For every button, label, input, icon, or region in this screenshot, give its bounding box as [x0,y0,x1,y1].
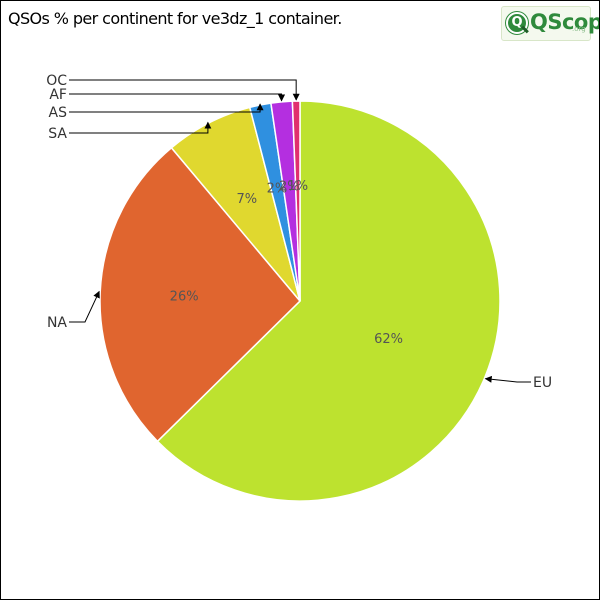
callout-line-na [69,290,100,323]
pct-label-na: 26% [170,289,199,304]
category-label-sa: SA [48,126,67,142]
category-label-eu: EU [533,375,552,391]
logo-text: QScope [530,10,599,34]
callout-line-af [69,93,286,102]
pct-label-sa: 7% [237,192,258,207]
logo-suffix: .org [572,25,586,33]
callout-line-sa [69,121,212,134]
category-label-na: NA [47,315,67,331]
pie-slice-eu [156,100,501,502]
logo-q: Q [511,15,523,30]
category-label-af: AF [49,87,67,103]
chart-title: QSOs % per continent for ve3dz_1 contain… [8,9,342,28]
callout-line-eu [484,375,531,383]
pie-slice-na [99,146,302,443]
pct-label-as: 2% [267,181,288,196]
pct-label-eu: 62% [374,332,403,347]
category-label-as: AS [49,105,68,121]
pct-label-af: 2% [279,179,300,194]
callout-line-oc [69,79,300,101]
callout-line-as [69,103,264,113]
pct-label-oc: 1% [287,179,308,194]
pie-slice-oc [291,100,301,302]
qscope-logo: Q QScope .org [501,6,599,41]
category-label-oc: OC [46,73,67,89]
